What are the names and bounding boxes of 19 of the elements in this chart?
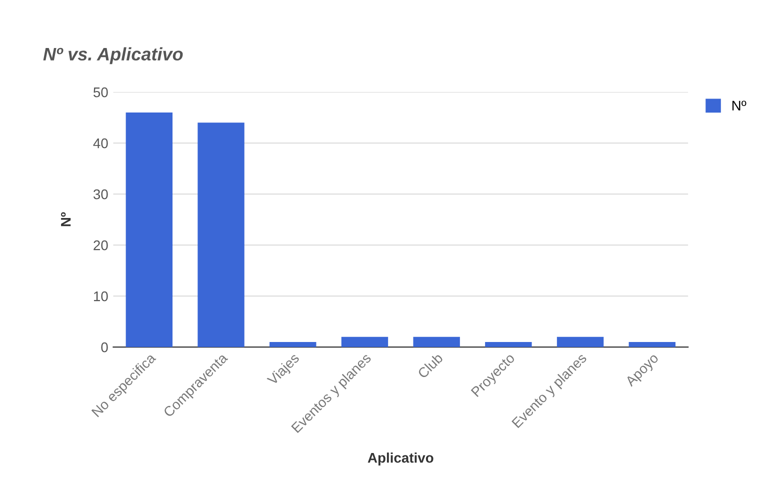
- x-tick-label: Club: [416, 352, 444, 379]
- bar: [556, 336, 604, 348]
- legend-label: Nº: [732, 100, 746, 110]
- chart-title: Nº vs. Aplicativo: [43, 47, 183, 64]
- x-axis-title: Aplicativo: [368, 452, 434, 466]
- y-tick-label: 0: [101, 342, 108, 352]
- y-tick-label: 20: [94, 240, 108, 250]
- bar: [628, 342, 676, 348]
- bar: [198, 122, 244, 348]
- bar: [270, 342, 316, 348]
- y-tick-label: 50: [93, 87, 108, 98]
- y-tick-label: 40: [93, 138, 108, 148]
- bar: [341, 336, 388, 348]
- y-axis-title: Nº: [60, 212, 71, 226]
- bar: [485, 342, 532, 348]
- bar: [413, 336, 460, 348]
- bar: [126, 112, 173, 348]
- y-tick-label: 10: [94, 291, 108, 302]
- y-tick-label: 30: [93, 189, 108, 200]
